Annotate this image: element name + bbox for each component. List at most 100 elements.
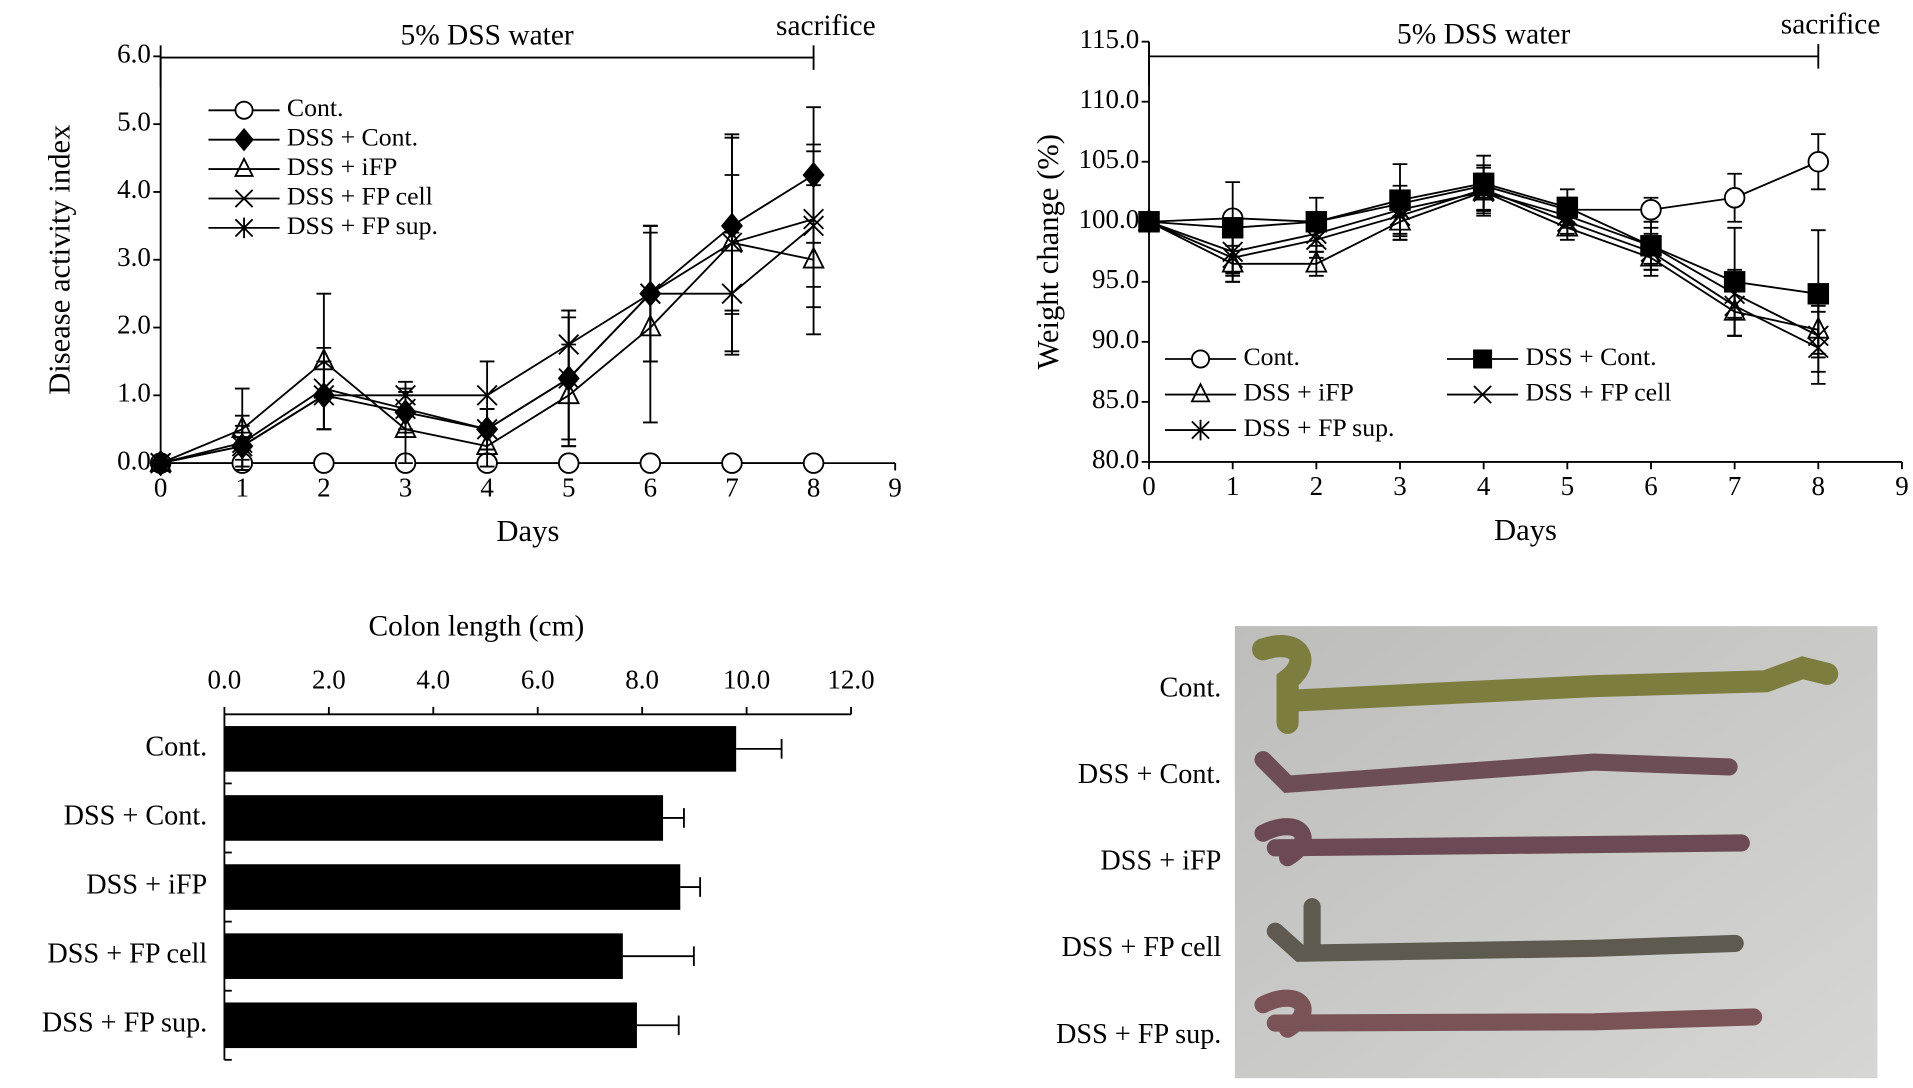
marker xyxy=(639,281,661,306)
x-tick-label: 5 xyxy=(562,472,575,502)
x-tick-label: 0 xyxy=(154,472,167,502)
y-tick-label: 6.0 xyxy=(117,39,151,69)
x-tick-label: 8 xyxy=(1812,471,1825,501)
error-bar xyxy=(736,739,783,759)
photo xyxy=(1234,626,1878,1079)
legend-marker xyxy=(234,127,254,152)
x-tick-label: 0.0 xyxy=(208,665,242,695)
marker xyxy=(231,431,253,455)
legend-marker xyxy=(1191,419,1210,441)
legend-label: DSS + Cont. xyxy=(1525,342,1656,371)
y-tick-label: DSS + Cont. xyxy=(64,800,208,831)
y-tick-label: 80.0 xyxy=(1092,444,1139,474)
colon xyxy=(1266,898,1744,962)
annotation: 5% DSS water xyxy=(400,20,573,52)
x-axis-label: Days xyxy=(1494,513,1557,547)
marker xyxy=(1138,210,1160,234)
x-tick-label: 7 xyxy=(1728,471,1741,501)
y-axis-label: Disease activity index xyxy=(43,125,77,395)
marker xyxy=(803,207,825,231)
y-tick-label: Cont. xyxy=(145,731,207,762)
x-tick-label: 1 xyxy=(1226,471,1239,501)
bar xyxy=(224,933,623,979)
legend-marker xyxy=(234,100,254,120)
marker xyxy=(721,452,743,474)
marker xyxy=(150,451,172,475)
legend-label: DSS + iFP xyxy=(287,152,397,181)
marker xyxy=(476,417,498,441)
y-tick-label: 4.0 xyxy=(117,174,151,204)
y-tick-label: 115.0 xyxy=(1080,24,1140,54)
y-axis-label: Weight change (%) xyxy=(1031,134,1065,370)
x-tick-label: 8.0 xyxy=(625,665,659,695)
y-tick-label: 5.0 xyxy=(117,106,151,136)
marker xyxy=(1305,222,1327,246)
marker xyxy=(313,376,335,401)
marker xyxy=(476,384,498,406)
x-tick-label: 9 xyxy=(1895,471,1908,501)
y-tick-label: 1.0 xyxy=(117,378,151,408)
photo-label: DSS + FP sup. xyxy=(1056,1019,1221,1050)
marker xyxy=(558,366,580,391)
x-axis-label: Days xyxy=(496,514,559,548)
y-tick-label: 100.0 xyxy=(1079,204,1140,234)
y-tick-label: 90.0 xyxy=(1092,324,1139,354)
x-tick-label: 1 xyxy=(236,472,249,502)
marker xyxy=(394,415,417,438)
x-tick-label: 2.0 xyxy=(312,665,346,695)
legend-marker xyxy=(1473,349,1493,369)
marker xyxy=(1389,197,1411,222)
x-tick-label: 8 xyxy=(807,472,820,502)
bar xyxy=(224,795,664,841)
annotation: sacrifice xyxy=(776,10,876,42)
marker xyxy=(1556,204,1578,228)
x-tick-label: 4.0 xyxy=(416,665,450,695)
marker xyxy=(802,452,825,474)
y-tick-label: 0.0 xyxy=(117,445,151,475)
legend-marker xyxy=(1191,349,1211,369)
colon xyxy=(1254,989,1763,1038)
legend-marker xyxy=(233,156,255,177)
x-tick-label: 9 xyxy=(888,472,901,502)
x-tick-label: 3 xyxy=(1393,471,1406,501)
x-tick-label: 5 xyxy=(1561,471,1574,501)
error-bar xyxy=(680,877,702,897)
marker xyxy=(1724,282,1746,306)
y-tick-label: DSS + iFP xyxy=(86,870,207,901)
marker xyxy=(1222,240,1244,264)
annotation: sacrifice xyxy=(1781,9,1881,41)
bar xyxy=(224,726,737,772)
bar xyxy=(224,1002,637,1049)
marker xyxy=(1807,324,1829,348)
y-tick-label: DSS + FP sup. xyxy=(42,1008,207,1039)
x-tick-label: 4 xyxy=(480,472,494,502)
legend-label: DSS + FP sup. xyxy=(1243,413,1394,442)
legend-label: Cont. xyxy=(287,93,344,122)
legend-marker xyxy=(234,189,254,208)
legend-marker xyxy=(1473,385,1492,404)
error-bar xyxy=(622,946,695,966)
colon xyxy=(1252,635,1839,734)
photo-label: DSS + FP cell xyxy=(1062,932,1222,963)
y-tick-label: 3.0 xyxy=(117,242,151,272)
marker xyxy=(1807,151,1830,173)
legend-marker xyxy=(1190,382,1211,403)
marker xyxy=(475,432,499,455)
photo-label: DSS + Cont. xyxy=(1078,759,1222,790)
legend-label: Cont. xyxy=(1243,342,1300,371)
y-tick-label: DSS + FP cell xyxy=(47,939,207,970)
x-tick-label: 3 xyxy=(399,472,412,502)
y-tick-label: 95.0 xyxy=(1092,264,1139,294)
marker xyxy=(1473,179,1495,204)
legend-label: DSS + FP sup. xyxy=(287,211,438,240)
annotation: 5% DSS water xyxy=(1397,19,1570,51)
colon xyxy=(1254,751,1738,793)
legend-label: DSS + FP cell xyxy=(287,181,433,210)
marker xyxy=(1723,187,1746,209)
x-tick-label: 6.0 xyxy=(521,665,555,695)
photo-label: Cont. xyxy=(1159,672,1221,703)
marker xyxy=(557,452,580,474)
colon xyxy=(1254,818,1750,867)
marker xyxy=(1640,199,1662,221)
